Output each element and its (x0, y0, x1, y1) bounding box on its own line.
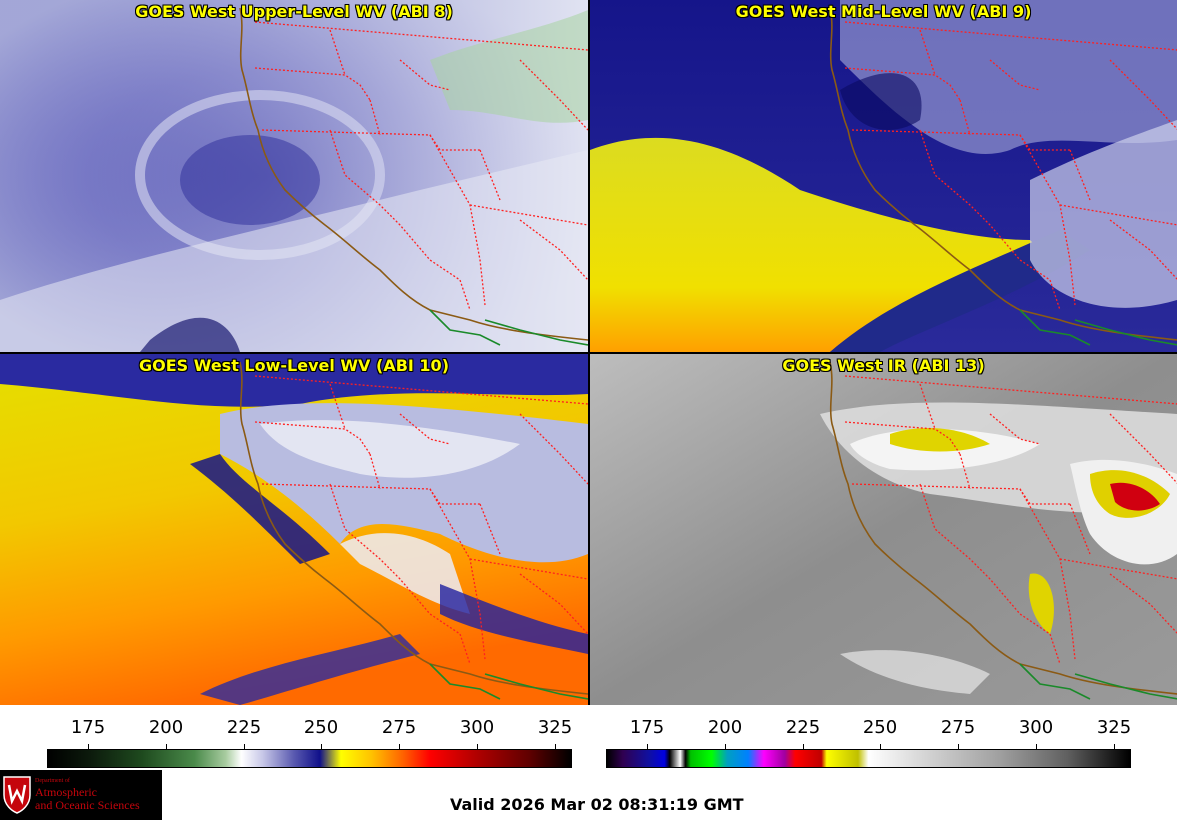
state-border (329, 129, 471, 311)
logo-department-label: Department of (35, 778, 70, 784)
wv-colorbar (47, 749, 572, 768)
footer: 175 200 225 250 275 300 325 175 200 225 … (0, 705, 1177, 820)
wv-tick-label: 200 (148, 717, 184, 738)
mexico-border (484, 673, 588, 700)
state-border (429, 488, 486, 660)
mid-level-wv-image (590, 0, 1177, 352)
state-border (1069, 149, 1091, 201)
state-border (519, 573, 588, 635)
mexico-border (1019, 663, 1091, 700)
state-border (254, 421, 371, 455)
low-level-wv-image (0, 354, 588, 705)
wv-colorbar-ticks: 175 200 225 250 275 300 325 (47, 705, 572, 749)
state-border (1069, 503, 1091, 555)
mexico-border (429, 309, 501, 346)
state-border (519, 413, 588, 485)
coastline (829, 7, 1177, 341)
wv-tick-mark (477, 744, 478, 749)
state-border (844, 67, 961, 101)
state-border (254, 67, 371, 101)
ir-tick-mark (725, 744, 726, 749)
panel-title: GOES West IR (ABI 13) (782, 356, 985, 375)
state-border (519, 59, 588, 131)
panel-title: GOES West Low-Level WV (ABI 10) (138, 356, 449, 375)
mid-level-wv-panel: GOES West Mid-Level WV (ABI 9) (590, 0, 1177, 352)
state-border (479, 503, 501, 555)
ir-panel: GOES West IR (ABI 13) (590, 354, 1177, 705)
state-border (429, 134, 486, 306)
state-border (479, 149, 501, 201)
low-level-wv-panel: GOES West Low-Level WV (ABI 10) (0, 354, 588, 705)
wv-tick-label: 225 (226, 717, 262, 738)
state-border (1109, 59, 1177, 130)
state-border (329, 483, 471, 665)
wv-tick-mark (321, 744, 322, 749)
mexico-border (1019, 309, 1091, 346)
logo-atmospheric-label: Atmospheric (35, 785, 97, 799)
state-border (519, 219, 588, 281)
wv-tick-mark (399, 744, 400, 749)
coastline (239, 7, 588, 341)
panel-title: GOES West Upper-Level WV (ABI 8) (135, 2, 453, 21)
ir-tick-mark (958, 744, 959, 749)
wv-tick-label: 275 (381, 717, 417, 738)
mexico-border (429, 663, 501, 700)
state-border (989, 413, 1041, 445)
mexico-border (484, 319, 588, 346)
state-border (844, 421, 961, 455)
wv-tick-mark (88, 744, 89, 749)
ir-tick-label: 225 (785, 717, 821, 738)
wv-tick-mark (555, 744, 556, 749)
ir-colorbar (606, 749, 1131, 768)
coastline (829, 361, 1177, 695)
wv-tick-mark (244, 744, 245, 749)
state-border (1019, 134, 1076, 306)
wv-tick-label: 325 (537, 717, 573, 738)
wv-tick-label: 175 (70, 717, 106, 738)
upper-level-wv-panel: GOES West Upper-Level WV (ABI 8) (0, 0, 588, 352)
mexico-border (1074, 673, 1177, 700)
ir-tick-label: 175 (629, 717, 665, 738)
logo-oceanic-label: and Oceanic Sciences (35, 798, 140, 812)
wv-tick-label: 300 (459, 717, 495, 738)
wv-tick-mark (166, 744, 167, 749)
ir-tick-label: 250 (862, 717, 898, 738)
wv-tick-label: 250 (303, 717, 339, 738)
ir-tick-mark (1036, 744, 1037, 749)
uw-crest-icon (3, 776, 31, 814)
coastline (239, 361, 588, 695)
ir-tick-mark (1114, 744, 1115, 749)
ir-tick-label: 275 (940, 717, 976, 738)
valid-time: Valid 2026 Mar 02 08:31:19 GMT (450, 795, 744, 814)
mexico-border (1074, 319, 1177, 346)
ir-tick-label: 300 (1018, 717, 1054, 738)
state-border (1109, 573, 1177, 634)
state-border (1109, 413, 1177, 484)
panel-title: GOES West Mid-Level WV (ABI 9) (735, 2, 1032, 21)
state-border (919, 483, 1061, 665)
state-border (919, 129, 1061, 311)
ir-colorbar-ticks: 175 200 225 250 275 300 325 (606, 705, 1131, 749)
uw-aos-logo: Department of Atmospheric and Oceanic Sc… (0, 770, 162, 820)
state-border (1019, 488, 1076, 660)
state-border (399, 59, 451, 91)
state-border (989, 59, 1041, 91)
ir-tick-mark (880, 744, 881, 749)
ir-tick-label: 200 (707, 717, 743, 738)
ir-tick-mark (647, 744, 648, 749)
state-border (1109, 219, 1177, 280)
panel-divider-vertical (588, 0, 590, 705)
ir-tick-label: 325 (1096, 717, 1132, 738)
ir-image (590, 354, 1177, 705)
upper-level-wv-image (0, 0, 588, 352)
state-border (399, 413, 451, 445)
ir-tick-mark (803, 744, 804, 749)
